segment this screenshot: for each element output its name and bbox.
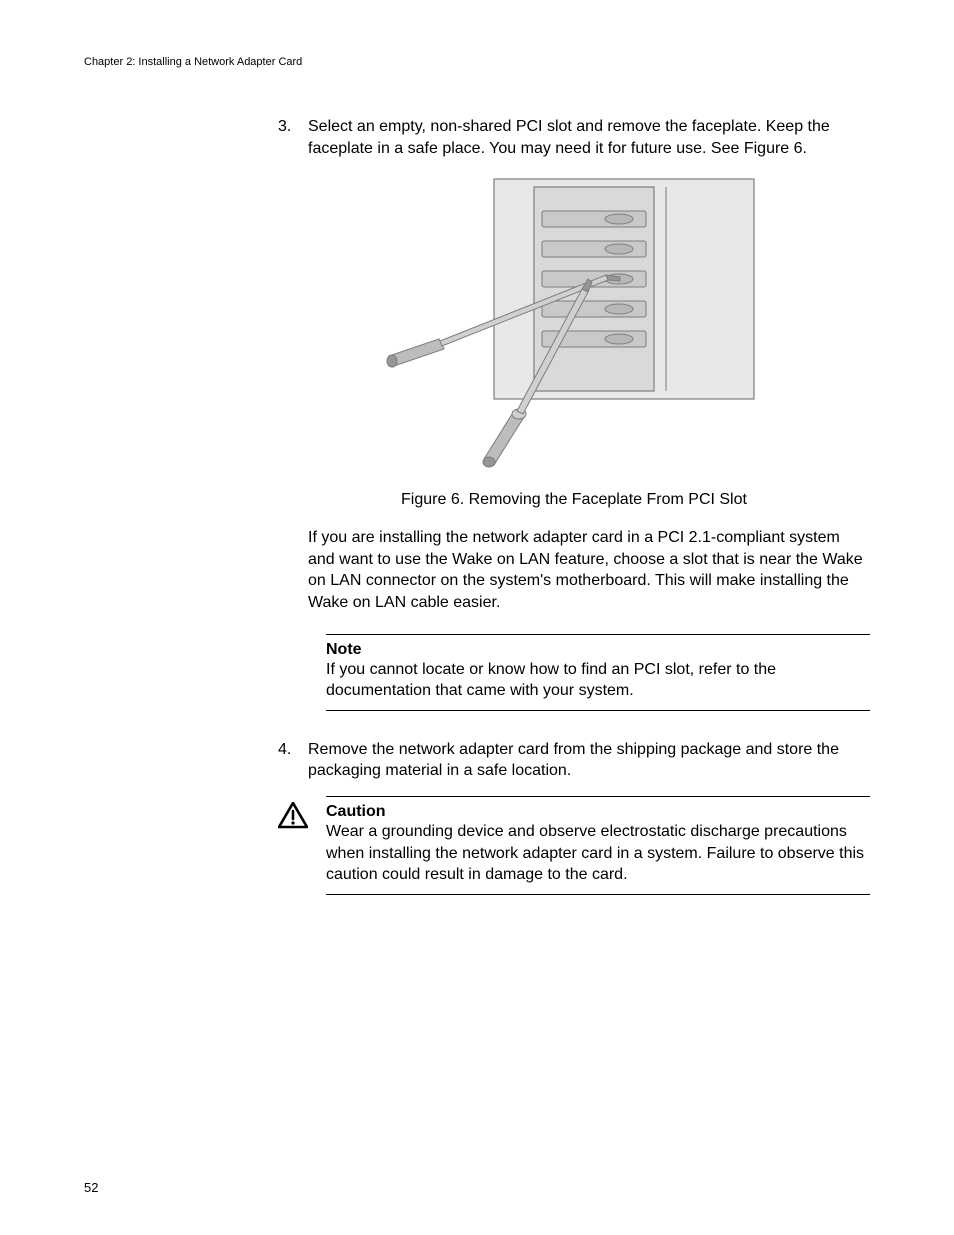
warning-icon [278, 802, 308, 829]
figure-illustration [384, 171, 764, 471]
note-box: Note If you cannot locate or know how to… [326, 634, 870, 711]
list-item-3: 3. Select an empty, non-shared PCI slot … [278, 116, 870, 159]
caution-text: Wear a grounding device and observe elec… [326, 821, 870, 886]
chapter-header: Chapter 2: Installing a Network Adapter … [84, 56, 870, 68]
page-number: 52 [84, 1180, 98, 1195]
note-text: If you cannot locate or know how to find… [326, 659, 870, 702]
paragraph-wake-on-lan: If you are installing the network adapte… [308, 527, 870, 613]
figure-caption: Figure 6. Removing the Faceplate From PC… [278, 491, 870, 509]
list-number: 4. [278, 739, 308, 782]
note-title: Note [326, 641, 870, 659]
content-area: 3. Select an empty, non-shared PCI slot … [278, 116, 870, 895]
list-item-4: 4. Remove the network adapter card from … [278, 739, 870, 782]
caution-box: Caution Wear a grounding device and obse… [326, 796, 870, 895]
list-text: Select an empty, non-shared PCI slot and… [308, 116, 870, 159]
caution-row: Caution Wear a grounding device and obse… [278, 796, 870, 895]
caution-title: Caution [326, 803, 870, 821]
figure-6: Figure 6. Removing the Faceplate From PC… [278, 171, 870, 509]
page: Chapter 2: Installing a Network Adapter … [0, 0, 954, 1235]
list-text: Remove the network adapter card from the… [308, 739, 870, 782]
caution-icon-col [278, 796, 326, 895]
list-number: 3. [278, 116, 308, 159]
